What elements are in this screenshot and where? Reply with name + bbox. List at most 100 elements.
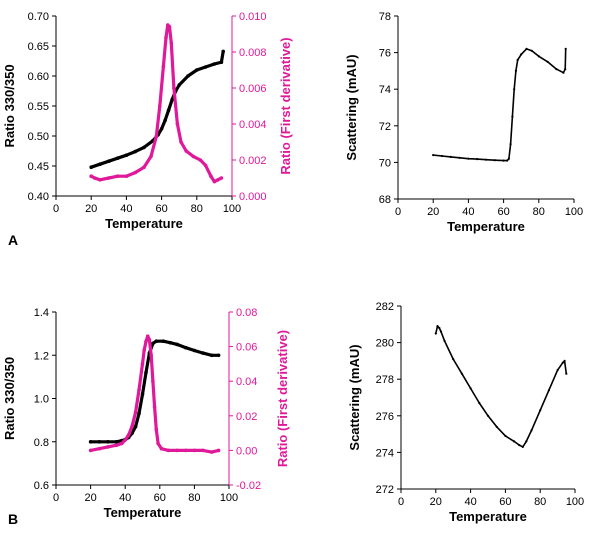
data-point <box>547 389 551 392</box>
x-tick-label: 80 <box>533 206 545 218</box>
data-point <box>439 330 443 333</box>
data-point <box>114 440 119 444</box>
data-point <box>115 156 120 160</box>
chart-a-scattering: 0 20 40 60 80 100 68 70 72 74 76 78 Temperature Scatt… <box>344 11 583 234</box>
data-point <box>514 69 518 72</box>
x-tick-label: 40 <box>464 496 476 508</box>
x-tick-label: 40 <box>120 203 132 215</box>
data-point <box>555 68 558 71</box>
chart-b-scattering: 0 20 40 60 80 100 272 274 276 278 280 282 Temperatur… <box>347 301 584 524</box>
data-point <box>156 441 160 446</box>
data-point <box>556 369 559 372</box>
y-tick-label: 274 <box>376 447 394 459</box>
data-point <box>97 446 102 451</box>
y-tick-label: 0.45 <box>28 161 49 173</box>
data-point <box>192 448 197 453</box>
y2-tick-label: 0.000 <box>239 191 267 203</box>
data-point <box>216 448 221 453</box>
x-tick-label: 80 <box>191 203 203 215</box>
y-tick-label: 76 <box>379 48 391 60</box>
data-point <box>107 159 111 163</box>
data-point <box>154 134 159 139</box>
y-axis-label: Ratio 330/350 <box>2 64 17 147</box>
data-point <box>434 332 437 335</box>
data-point <box>203 163 208 168</box>
y-tick-label: 78 <box>379 11 391 23</box>
data-point <box>133 424 138 429</box>
data-point <box>152 405 157 409</box>
y-axis-label: Ratio 330/350 <box>2 357 17 440</box>
data-point <box>530 49 533 52</box>
data-point <box>504 434 507 437</box>
data-point <box>163 118 167 123</box>
x-axis-label: Temperature <box>105 216 183 231</box>
y-tick-label: 0.70 <box>28 11 49 23</box>
data-point <box>184 345 188 350</box>
chart-b-fluorescence: 0 20 40 60 80 100 0.6 0.8 1.0 1.2 1.4 -0.02 0.00 0.02… <box>2 307 290 520</box>
data-point <box>88 448 93 453</box>
x-tick-label: 100 <box>565 206 583 218</box>
data-point <box>525 47 528 51</box>
data-point <box>137 388 141 392</box>
data-point <box>175 122 180 126</box>
data-point <box>564 68 567 71</box>
y-tick-label: 282 <box>376 301 394 313</box>
data-point <box>449 155 452 158</box>
y-tick-label: 280 <box>376 338 394 350</box>
data-point <box>88 440 93 444</box>
data-point <box>137 411 141 416</box>
data-point <box>151 341 155 346</box>
series-line-1 <box>89 23 223 184</box>
x-axis-label: Temperature <box>104 505 182 520</box>
data-point <box>216 178 220 182</box>
data-point <box>175 342 179 347</box>
y-tick-label: 1.4 <box>34 307 49 319</box>
data-point <box>209 174 213 178</box>
data-point <box>495 425 498 428</box>
y2-tick-label: -0.02 <box>236 480 261 492</box>
data-point <box>209 353 214 358</box>
data-point <box>186 74 190 78</box>
series-line-0 <box>432 48 567 162</box>
data-point <box>484 158 488 161</box>
data-point <box>440 154 444 158</box>
data-point <box>511 115 514 118</box>
data-point <box>562 71 565 74</box>
data-point <box>124 174 129 178</box>
data-point <box>452 358 455 361</box>
data-point <box>142 348 146 352</box>
x-tick-label: 20 <box>427 206 439 218</box>
y-tick-label: 0.50 <box>28 131 49 143</box>
x-tick-label: 100 <box>223 203 241 215</box>
data-point <box>149 353 153 358</box>
data-point <box>209 450 214 454</box>
data-point <box>98 178 102 182</box>
y-tick-label: 1.2 <box>34 350 49 362</box>
data-point <box>564 47 567 51</box>
data-point <box>212 62 217 66</box>
data-point <box>133 410 138 415</box>
data-point <box>530 429 533 432</box>
x-tick-label: 80 <box>534 496 546 508</box>
data-point <box>119 441 124 446</box>
data-point <box>169 41 174 45</box>
data-point <box>513 88 516 91</box>
data-point <box>123 438 127 442</box>
data-point <box>192 348 197 353</box>
x-tick-label: 0 <box>53 203 59 215</box>
y-tick-label: 72 <box>379 121 391 133</box>
data-point <box>154 339 159 344</box>
y-tick-label: 70 <box>379 157 391 169</box>
data-point <box>521 445 524 448</box>
y2-tick-label: 0.02 <box>236 411 257 423</box>
data-point <box>151 379 155 384</box>
data-point <box>161 64 166 69</box>
data-point <box>179 140 183 144</box>
data-point <box>168 340 172 345</box>
data-point <box>219 60 224 64</box>
data-point <box>126 433 131 437</box>
y-tick-label: 278 <box>376 374 394 386</box>
data-point <box>539 409 542 412</box>
data-point <box>201 448 205 453</box>
data-point <box>507 157 510 160</box>
